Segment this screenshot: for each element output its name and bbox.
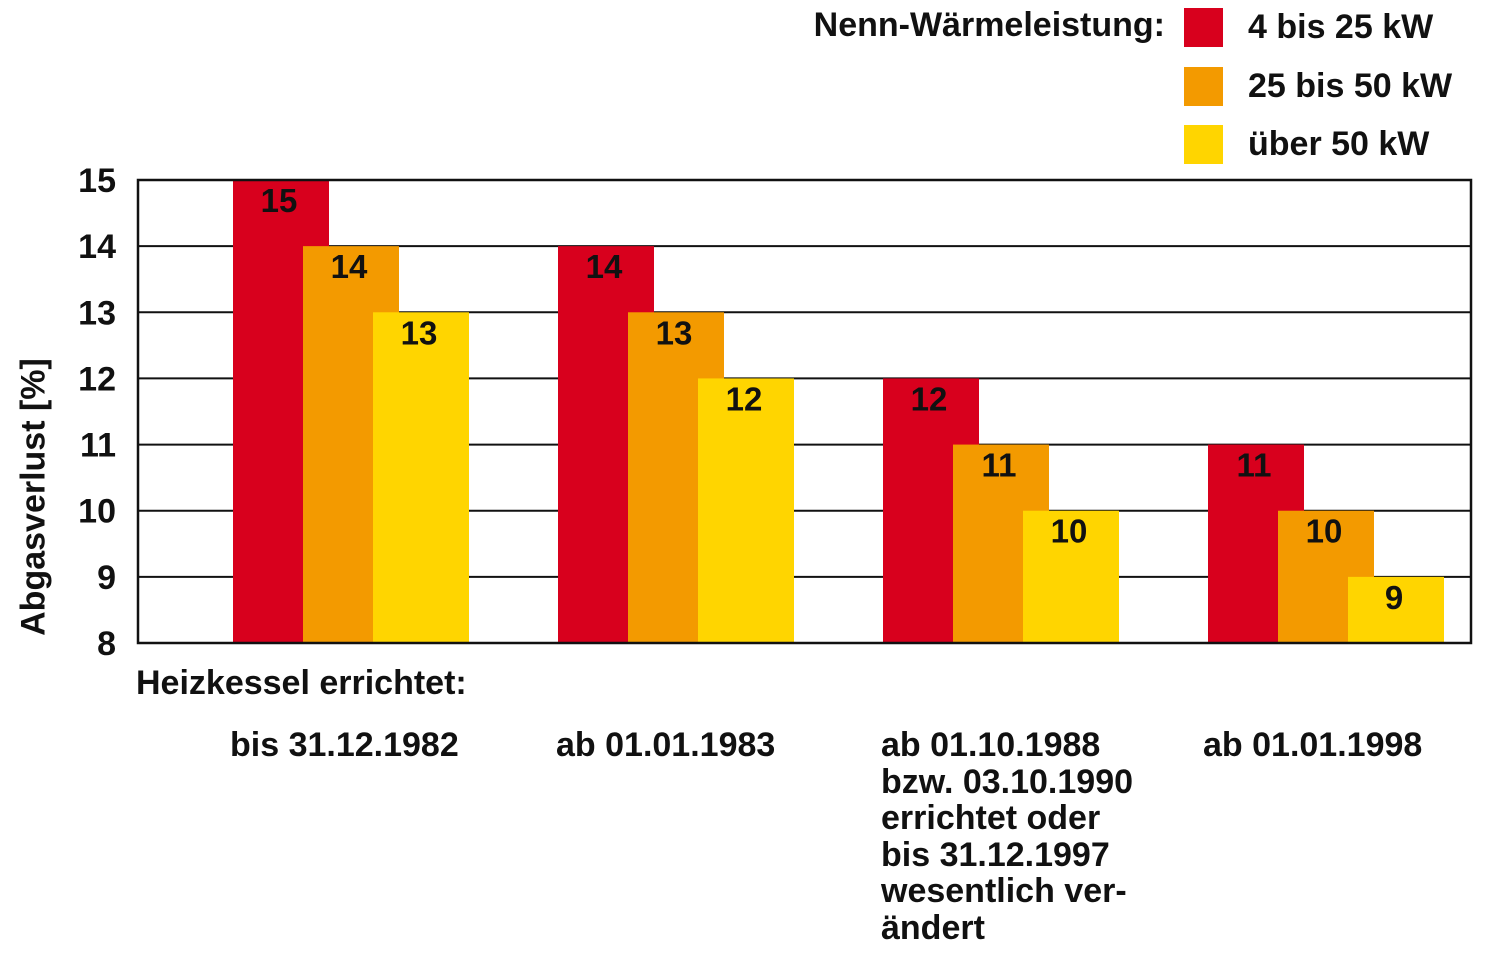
legend-swatch-orange [1184, 66, 1223, 106]
category-label-ab-1983: ab 01.01.1983 [556, 726, 776, 764]
bar-value-label: 12 [911, 380, 948, 417]
y-tick-label: 12 [78, 360, 116, 398]
legend-item-ueber-50-kw: über 50 kW [1184, 124, 1429, 164]
category-label-ab-1988: ab 01.10.1988 bzw. 03.10.1990 errichtet … [881, 726, 1134, 947]
bar-value-label: 12 [726, 380, 763, 417]
bar [1023, 510, 1119, 643]
bar-value-label: 11 [1237, 447, 1272, 484]
bar-value-label: 11 [982, 447, 1017, 484]
x-axis-label: Heizkessel errichtet: [136, 664, 467, 702]
legend-swatch-red [1184, 7, 1223, 47]
bar-value-label: 15 [261, 182, 298, 219]
legend-label: 4 bis 25 kW [1248, 7, 1434, 46]
y-tick-label: 8 [97, 625, 116, 663]
y-tick-label: 14 [78, 228, 116, 266]
bar-value-label: 14 [586, 248, 623, 285]
bar [1348, 576, 1444, 643]
legend-item-4-25-kw: 4 bis 25 kW [1184, 7, 1433, 47]
bar [698, 378, 794, 643]
bar-value-label: 13 [401, 314, 438, 351]
bar-value-label: 10 [1306, 513, 1343, 550]
legend-label: über 50 kW [1248, 124, 1430, 163]
legend-swatch-yellow [1184, 124, 1223, 164]
y-tick-label: 11 [80, 427, 116, 465]
y-tick-label: 10 [78, 493, 116, 531]
y-axis-label: Abgasverlust [%] [14, 358, 53, 636]
category-label-ab-1998: ab 01.01.1998 [1203, 726, 1423, 764]
y-tick-label: 9 [97, 559, 116, 597]
legend-item-25-50-kw: 25 bis 50 kW [1184, 66, 1452, 106]
bar-value-label: 13 [656, 314, 693, 351]
legend-label: 25 bis 50 kW [1248, 66, 1453, 105]
bar-value-label: 14 [331, 248, 368, 285]
bar-value-label: 9 [1385, 579, 1403, 616]
plot-frame [136, 178, 1473, 645]
category-label-bis-1982: bis 31.12.1982 [230, 726, 459, 764]
bar [373, 312, 469, 643]
legend-title: Nenn-Wärmeleistung: [813, 6, 1165, 44]
bar-value-label: 10 [1051, 513, 1088, 550]
y-tick-label: 15 [78, 162, 116, 200]
y-tick-label: 13 [78, 294, 116, 332]
